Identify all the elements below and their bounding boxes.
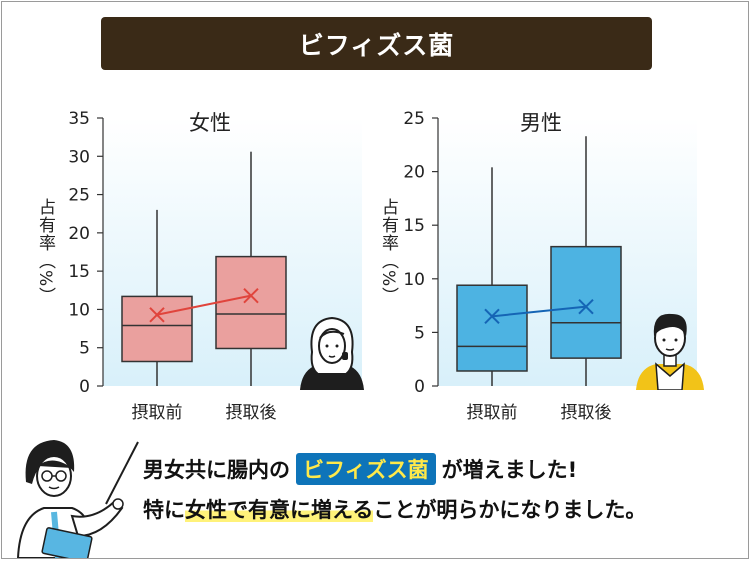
male-mean-marker xyxy=(484,308,500,325)
male-y-tick-label: 10 xyxy=(403,270,425,290)
female-category-label: 摂取後 xyxy=(226,403,277,423)
female-mean-marker-stroke xyxy=(243,287,259,304)
female-y-tick-label: 0 xyxy=(79,377,90,397)
female-y-tick-label: 20 xyxy=(68,224,90,244)
female-category-label: 摂取前 xyxy=(132,403,183,423)
male-y-tick-label: 0 xyxy=(414,377,425,397)
woman-icon xyxy=(300,316,364,390)
female-y-tick-label: 15 xyxy=(68,262,90,282)
male-y-tick-label: 25 xyxy=(403,109,425,129)
male-category-label: 摂取前 xyxy=(467,403,518,423)
caption-2a: 特に xyxy=(143,498,185,522)
female-y-tick-label: 25 xyxy=(68,186,90,206)
male-box xyxy=(456,284,528,372)
male-category-label: 摂取後 xyxy=(561,403,612,423)
caption-1b: が増えました! xyxy=(441,458,578,482)
male-mean-marker-stroke xyxy=(484,308,500,325)
caption-1a: 男女共に腸内の xyxy=(143,458,290,482)
title-banner: ビフィズス菌 xyxy=(101,17,652,70)
female-mean-marker xyxy=(149,307,165,323)
female-mean-marker xyxy=(243,287,259,304)
caption-highlight: 女性で有意に増える xyxy=(185,498,374,522)
female-y-tick-label: 10 xyxy=(68,300,90,320)
title-text: ビフィズス菌 xyxy=(298,30,455,60)
caption-line-2: 特に女性で有意に増えることが明らかになりました。 xyxy=(143,494,646,524)
male-mean-marker xyxy=(578,298,594,315)
male-mean-connector xyxy=(491,305,587,318)
male-y-tick-label: 20 xyxy=(403,163,425,183)
caption-line-1: 男女共に腸内の ビフィズス菌 が増えました! xyxy=(143,453,577,485)
male-y-label: 占有率（%） xyxy=(378,198,399,305)
caption-2b: ことが明らかになりました。 xyxy=(373,498,647,522)
female-title: 女性 xyxy=(189,111,231,135)
female-box xyxy=(215,255,287,350)
female-y-tick-label: 30 xyxy=(68,147,90,167)
female-mean-connector xyxy=(156,294,252,316)
female-mean-marker-stroke xyxy=(149,307,165,323)
caption-tag-bifidus: ビフィズス菌 xyxy=(296,453,436,485)
female-box xyxy=(121,295,193,363)
male-y-tick-label: 15 xyxy=(403,216,425,236)
teacher-icon xyxy=(16,440,139,558)
man-icon xyxy=(636,313,704,390)
male-mean-marker-stroke xyxy=(578,298,594,315)
male-box xyxy=(550,245,622,359)
male-title: 男性 xyxy=(520,111,562,135)
female-y-tick-label: 5 xyxy=(79,339,90,359)
male-y-tick-label: 5 xyxy=(414,323,425,343)
female-y-tick-label: 35 xyxy=(68,109,90,129)
female-y-label: 占有率（%） xyxy=(35,198,56,305)
